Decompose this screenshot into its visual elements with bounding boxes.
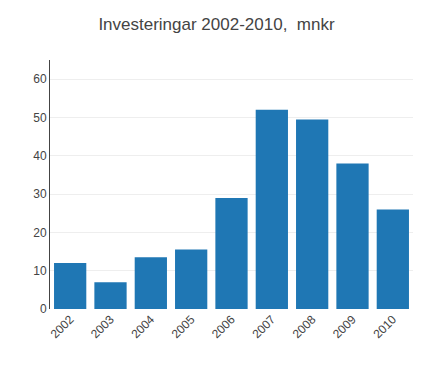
svg-text:0: 0: [40, 302, 47, 316]
svg-text:2010: 2010: [370, 312, 399, 341]
svg-text:2007: 2007: [249, 312, 278, 341]
svg-text:60: 60: [33, 72, 47, 86]
svg-text:2005: 2005: [169, 312, 198, 341]
svg-text:2006: 2006: [209, 312, 238, 341]
svg-text:Investeringar 2002-2010, mnkr: Investeringar 2002-2010, mnkr: [98, 15, 335, 34]
svg-text:50: 50: [33, 111, 47, 125]
svg-text:2002: 2002: [48, 312, 77, 341]
svg-text:2004: 2004: [128, 312, 157, 341]
svg-text:20: 20: [33, 226, 47, 240]
svg-text:30: 30: [33, 187, 47, 201]
svg-text:2009: 2009: [330, 312, 359, 341]
svg-text:2003: 2003: [88, 312, 117, 341]
svg-text:40: 40: [33, 149, 47, 163]
svg-text:10: 10: [33, 264, 47, 278]
svg-text:2008: 2008: [290, 312, 319, 341]
